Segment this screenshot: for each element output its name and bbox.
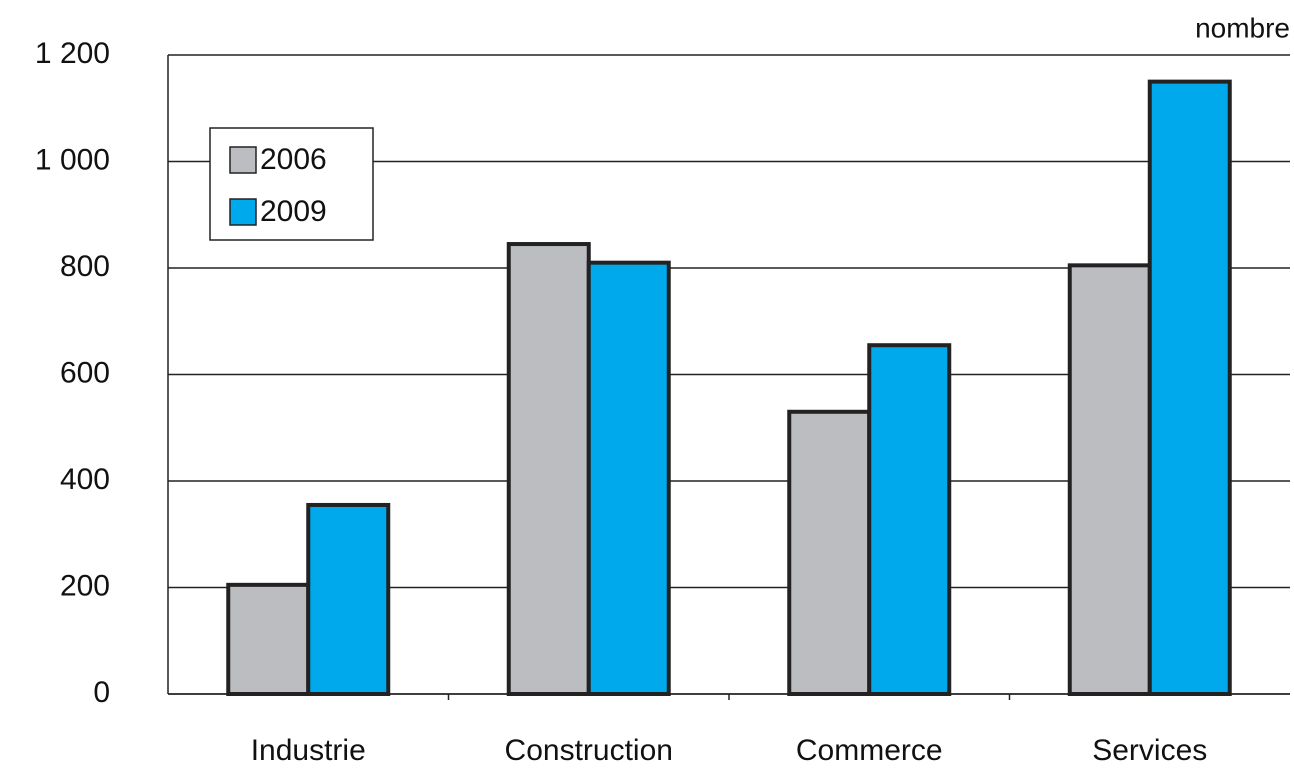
- bar: [1147, 79, 1232, 696]
- y-tick-label: 1 000: [35, 143, 110, 176]
- bar: [1067, 263, 1152, 696]
- y-tick-label: 600: [60, 356, 110, 389]
- legend-label: 2006: [260, 143, 327, 176]
- legend-label: 2009: [260, 195, 327, 228]
- x-tick-label: Construction: [505, 734, 673, 767]
- bar: [306, 502, 391, 696]
- y-tick-label: 1 200: [35, 37, 110, 70]
- x-tick-label: Commerce: [796, 734, 943, 767]
- bar: [787, 409, 872, 696]
- legend-swatch: [229, 146, 257, 174]
- x-tick-label: Services: [1092, 734, 1207, 767]
- y-axis-label: nombre: [1195, 12, 1290, 43]
- bar: [506, 242, 591, 696]
- y-tick-label: 0: [93, 676, 110, 709]
- x-tick-label: Industrie: [251, 734, 366, 767]
- bar: [586, 260, 671, 696]
- bar: [867, 343, 952, 696]
- y-tick-label: 400: [60, 463, 110, 496]
- bar: [226, 582, 311, 697]
- legend-swatch: [229, 198, 257, 226]
- y-tick-label: 200: [60, 569, 110, 602]
- y-tick-label: 800: [60, 250, 110, 283]
